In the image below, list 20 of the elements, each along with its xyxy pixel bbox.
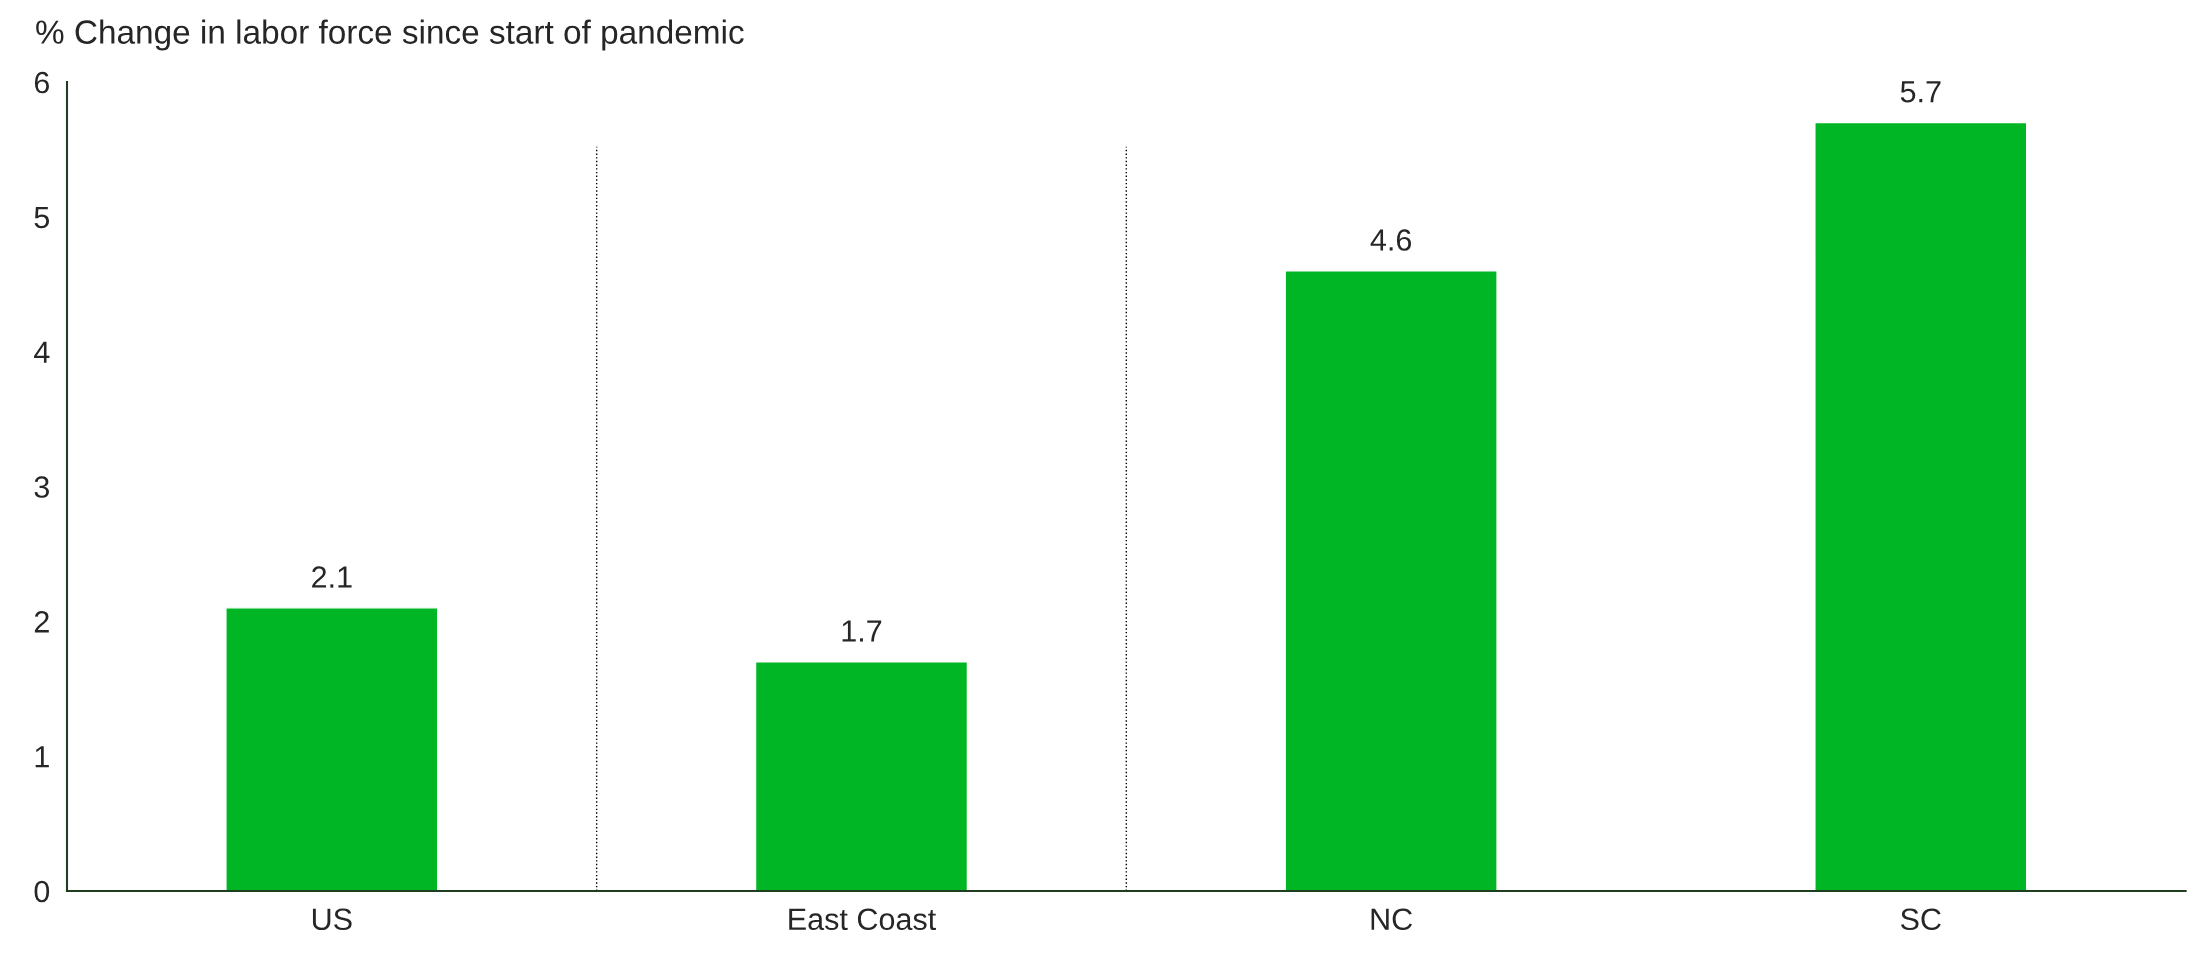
y-tick-label: 6 [34,71,49,94]
y-tick-label: 4 [34,341,50,363]
data-label: 5.7 [1900,81,1941,103]
x-tick-label: NC [1371,908,1413,931]
y-tick-label: 2 [34,611,49,633]
bar [754,661,969,891]
y-tick-label: 1 [35,746,49,768]
y-tick-label: 5 [34,206,50,229]
bar [225,607,439,891]
y-tick-label: 0 [34,880,50,903]
data-label: 2.1 [312,566,352,588]
bar [1814,121,2028,891]
chart-title: % Change in labor force since start of pandemic [36,19,744,51]
bar [1284,270,1498,891]
x-tick-label: SC [1900,908,1941,931]
x-tick-label: US [312,908,352,931]
x-tick-label: East Coast [789,908,936,931]
y-tick-label: 3 [34,476,49,498]
data-label: 1.7 [842,620,882,642]
data-label: 4.6 [1370,229,1412,251]
